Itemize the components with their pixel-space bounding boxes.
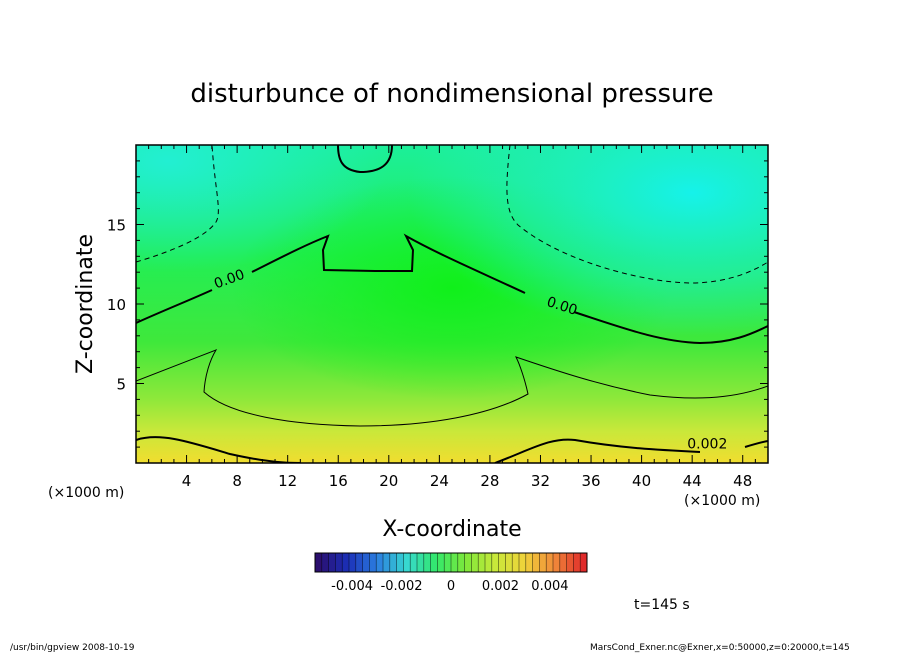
colorbar-segment <box>315 553 323 572</box>
x-tick-label: 28 <box>480 472 499 490</box>
colorbar-segment <box>505 553 513 572</box>
colorbar-segment <box>498 553 506 572</box>
contour-label: 0.002 <box>687 437 727 453</box>
colorbar-segment <box>403 553 411 572</box>
contour-dashed-right <box>506 145 768 284</box>
x-axis-unit: (×1000 m) <box>684 493 760 509</box>
colorbar-segment <box>532 553 540 572</box>
colorbar-segment <box>566 553 574 572</box>
colorbar-tick-label: 0.002 <box>482 579 519 594</box>
x-tick-label: 40 <box>632 472 651 490</box>
colorbar-segment <box>355 553 364 572</box>
colorbar-segment <box>376 553 384 572</box>
y-tick-label: 5 <box>116 376 126 394</box>
contour-lines <box>136 145 768 463</box>
y-axis-label: Z-coordinate <box>73 234 98 374</box>
colorbar-tick-label: 0 <box>447 579 455 594</box>
colorbar-segment <box>410 553 418 572</box>
footer-left: /usr/bin/gpview 2008-10-19 <box>10 643 135 653</box>
contour-field <box>136 145 768 463</box>
colorbar-segment <box>444 553 452 572</box>
y-axis-ticks: 5 10 15 <box>107 160 768 448</box>
colorbar-segment <box>457 553 466 572</box>
colorbar-segment <box>519 553 527 572</box>
colorbar-segment <box>451 553 459 572</box>
x-tick-label: 16 <box>329 472 348 490</box>
contour-dashed-left <box>136 145 219 263</box>
footer-right: MarsCond_Exner.nc@Exner,x=0:50000,z=0:20… <box>590 643 850 653</box>
x-tick-label: 20 <box>379 472 398 490</box>
colorbar-segment <box>430 553 438 572</box>
x-tick-label: 48 <box>733 472 752 490</box>
colorbar-segment <box>423 553 432 572</box>
colorbar-segment <box>321 553 330 572</box>
colorbar-segment <box>362 553 370 572</box>
contour-inner-loop <box>136 349 768 427</box>
colorbar-segment <box>335 553 343 572</box>
colorbar-segment <box>342 553 350 572</box>
x-tick-label: 8 <box>232 472 242 490</box>
colorbar-segment <box>512 553 520 572</box>
colorbar-tick-label: -0.004 <box>331 579 373 594</box>
colorbar-segment <box>553 553 561 572</box>
colorbar-segment <box>328 553 336 572</box>
colorbar-segment <box>491 553 500 572</box>
colorbar-segment <box>525 553 534 572</box>
colorbar-segment <box>485 553 493 572</box>
x-tick-label: 4 <box>182 472 192 490</box>
contour-zero-main <box>136 233 768 345</box>
colorbar-segment <box>389 553 398 572</box>
x-tick-label: 24 <box>430 472 449 490</box>
colorbar-segment <box>369 553 377 572</box>
x-axis-ticks: 4 8 12 16 20 24 28 32 36 40 44 48 <box>148 145 756 490</box>
colorbar-segment <box>580 553 588 572</box>
colorbar-segment <box>573 553 581 572</box>
colorbar-segment <box>539 553 547 572</box>
colorbar-segment <box>478 553 486 572</box>
colorbar-segment <box>546 553 554 572</box>
y-tick-label: 15 <box>107 217 126 235</box>
x-tick-label: 36 <box>581 472 600 490</box>
colorbar-ticks: -0.004 -0.002 0 0.002 0.004 <box>331 579 568 594</box>
colorbar <box>314 553 588 572</box>
y-tick-label: 10 <box>107 296 126 314</box>
x-tick-label: 12 <box>278 472 297 490</box>
colorbar-frame <box>314 552 588 573</box>
colorbar-segment <box>349 553 357 572</box>
colorbar-segment <box>559 553 568 572</box>
contour-zero-top-cap <box>337 145 393 174</box>
y-axis-unit: (×1000 m) <box>48 485 124 501</box>
x-tick-label: 44 <box>683 472 702 490</box>
colorbar-segment <box>417 553 425 572</box>
time-annotation: t=145 s <box>634 597 690 613</box>
colorbar-segment <box>383 553 391 572</box>
x-tick-label: 32 <box>531 472 550 490</box>
chart-title: disturbunce of nondimensional pressure <box>190 79 713 109</box>
colorbar-tick-label: -0.002 <box>381 579 423 594</box>
colorbar-segment <box>437 553 445 572</box>
colorbar-tick-label: 0.004 <box>531 579 568 594</box>
colorbar-segment <box>471 553 479 572</box>
colorbar-segment <box>464 553 472 572</box>
colorbar-segment <box>396 553 404 572</box>
x-axis-label: X-coordinate <box>382 517 521 542</box>
